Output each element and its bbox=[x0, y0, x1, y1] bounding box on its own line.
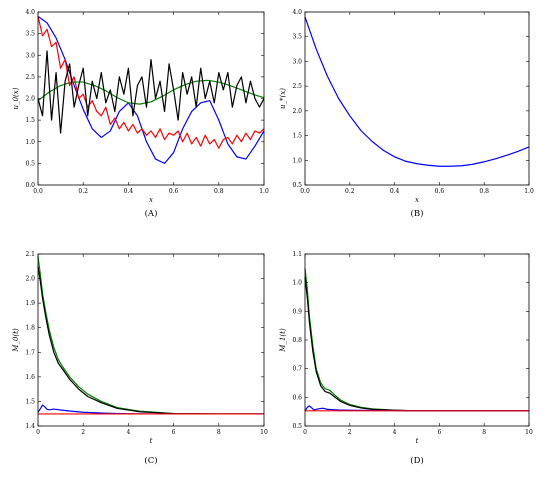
chart-a-xtick-label: 0.2 bbox=[78, 188, 88, 195]
chart-a-series-0 bbox=[37, 15, 265, 164]
caption-d: (D) bbox=[410, 455, 423, 466]
chart-b-ytick-label: 1.0 bbox=[292, 157, 302, 164]
chart-b-xtick-label: 0.6 bbox=[435, 188, 445, 195]
chart-c-ytick-label: 1.8 bbox=[25, 325, 35, 332]
chart-a-ytick-label: 1.0 bbox=[25, 139, 35, 146]
chart-a-ytick-label: 2.0 bbox=[25, 96, 35, 103]
chart-a-xtick-label: 0.8 bbox=[214, 188, 224, 195]
chart-a-ytick-label: 2.5 bbox=[25, 74, 35, 81]
chart-c-xtick-label: 4 bbox=[126, 429, 130, 436]
chart-a-xtick-label: 0.6 bbox=[169, 188, 179, 195]
chart-a-ytick-label: 3.0 bbox=[25, 52, 35, 59]
chart-c-xtick-label: 0 bbox=[36, 429, 40, 436]
chart-d-series-0 bbox=[304, 268, 529, 412]
chart-b-ytick-label: 2.5 bbox=[292, 83, 302, 90]
chart-c-ytick-label: 1.5 bbox=[25, 398, 35, 405]
chart-b-ytick-label: 4.0 bbox=[292, 9, 302, 16]
chart-c-ytick-label: 2.0 bbox=[25, 276, 35, 283]
chart-d-xtick-label: 2 bbox=[348, 429, 352, 436]
chart-a-series-2 bbox=[37, 16, 265, 149]
chart-a-series-3 bbox=[37, 50, 265, 134]
chart-c-ytick-label: 1.9 bbox=[25, 300, 35, 307]
chart-a-ytick-label: 0.5 bbox=[25, 160, 35, 167]
chart-b-xtick-label: 0.4 bbox=[390, 188, 400, 195]
chart-d-xtick-label: 10 bbox=[525, 429, 533, 436]
chart-b: 0.0 0.2 0.4 0.6 0.8 1.0 0.5 1.0 1.5 2.0 2.5 3.0 3.5 4… bbox=[279, 9, 534, 219]
chart-c-frame bbox=[37, 253, 265, 427]
chart-b-xtick-label: 0.8 bbox=[479, 188, 489, 195]
chart-a-xtick-label: 1.0 bbox=[259, 188, 269, 195]
chart-d-xtick-label: 0 bbox=[303, 429, 307, 436]
chart-d-xtick-label: 4 bbox=[393, 429, 397, 436]
chart-a-xlabel: x bbox=[149, 196, 153, 204]
chart-a-xtick-label: 0.0 bbox=[33, 188, 43, 195]
chart-c-ytick-label: 2.1 bbox=[25, 251, 35, 258]
chart-b-ytick-label: 2.0 bbox=[292, 108, 302, 115]
chart-d-ytick-label: 0.5 bbox=[292, 423, 302, 430]
chart-d-ytick-label: 0.9 bbox=[292, 308, 302, 315]
chart-b-series-0 bbox=[304, 16, 530, 167]
chart-c-xtick-label: 2 bbox=[81, 429, 85, 436]
chart-a-ytick-label: 4.0 bbox=[25, 9, 35, 16]
chart-c-xlabel: t bbox=[150, 437, 153, 445]
chart-b-xtick-label: 0.0 bbox=[300, 188, 310, 195]
chart-d-ytick-label: 1.0 bbox=[292, 280, 302, 287]
chart-c-xtick-label: 6 bbox=[172, 429, 176, 436]
chart-d-xlabel: t bbox=[416, 437, 419, 445]
chart-a-ytick-label: 0.0 bbox=[25, 182, 35, 189]
chart-a: 0.0 0.2 0.4 0.6 0.8 1.0 0.0 0.5 1.0 1.5 2.0 2.5 3.0 3… bbox=[12, 9, 269, 219]
caption-c: (C) bbox=[144, 455, 157, 466]
chart-d-ytick-label: 0.8 bbox=[292, 337, 302, 344]
chart-b-frame bbox=[304, 11, 530, 186]
chart-c: 0 2 4 6 8 10 1.4 1.5 1.6 1.7 1.8 1.9 2.0 2.1 t M_0(t) (C… bbox=[12, 251, 268, 466]
chart-d-ytick-label: 1.1 bbox=[292, 251, 302, 258]
chart-c-xtick-label: 8 bbox=[217, 429, 221, 436]
chart-b-ytick-label: 3.0 bbox=[292, 58, 302, 65]
chart-b-xtick-label: 1.0 bbox=[524, 188, 534, 195]
chart-a-ylabel: u_0(x) bbox=[12, 87, 20, 109]
chart-d-xtick-label: 8 bbox=[482, 429, 486, 436]
chart-d-ytick-label: 0.6 bbox=[292, 394, 302, 401]
chart-d-ylabel: M_1(t) bbox=[279, 328, 287, 353]
chart-c-xtick-label: 10 bbox=[260, 429, 268, 436]
chart-d-series-1 bbox=[304, 276, 529, 412]
chart-a-xtick-label: 0.4 bbox=[124, 188, 134, 195]
chart-b-xlabel: x bbox=[415, 196, 419, 204]
chart-c-series-0 bbox=[37, 256, 264, 415]
chart-d: 0 2 4 6 8 10 0.5 0.6 0.7 0.8 0.9 1.0 1.1 t M_1(t) (D) bbox=[279, 251, 533, 466]
chart-b-ytick-label: 0.5 bbox=[292, 182, 302, 189]
chart-b-ylabel: u_*(x) bbox=[279, 88, 287, 109]
chart-d-xtick-label: 6 bbox=[437, 429, 441, 436]
chart-c-ylabel: M_0(t) bbox=[12, 328, 20, 353]
chart-a-frame bbox=[37, 11, 265, 186]
caption-a: (A) bbox=[145, 208, 158, 219]
chart-c-ytick-label: 1.4 bbox=[25, 423, 35, 430]
chart-d-ytick-label: 0.7 bbox=[292, 366, 302, 373]
chart-c-ytick-label: 1.7 bbox=[25, 349, 35, 356]
chart-a-ytick-label: 1.5 bbox=[25, 117, 35, 124]
chart-c-series-1 bbox=[37, 266, 264, 415]
chart-b-ytick-label: 1.5 bbox=[292, 133, 302, 140]
chart-d-series-2 bbox=[304, 405, 529, 412]
chart-a-ytick-label: 3.5 bbox=[25, 31, 35, 38]
chart-b-xtick-label: 0.2 bbox=[345, 188, 355, 195]
chart-c-ytick-label: 1.6 bbox=[25, 374, 35, 381]
caption-b: (B) bbox=[411, 208, 424, 219]
chart-b-ytick-label: 3.5 bbox=[292, 34, 302, 41]
